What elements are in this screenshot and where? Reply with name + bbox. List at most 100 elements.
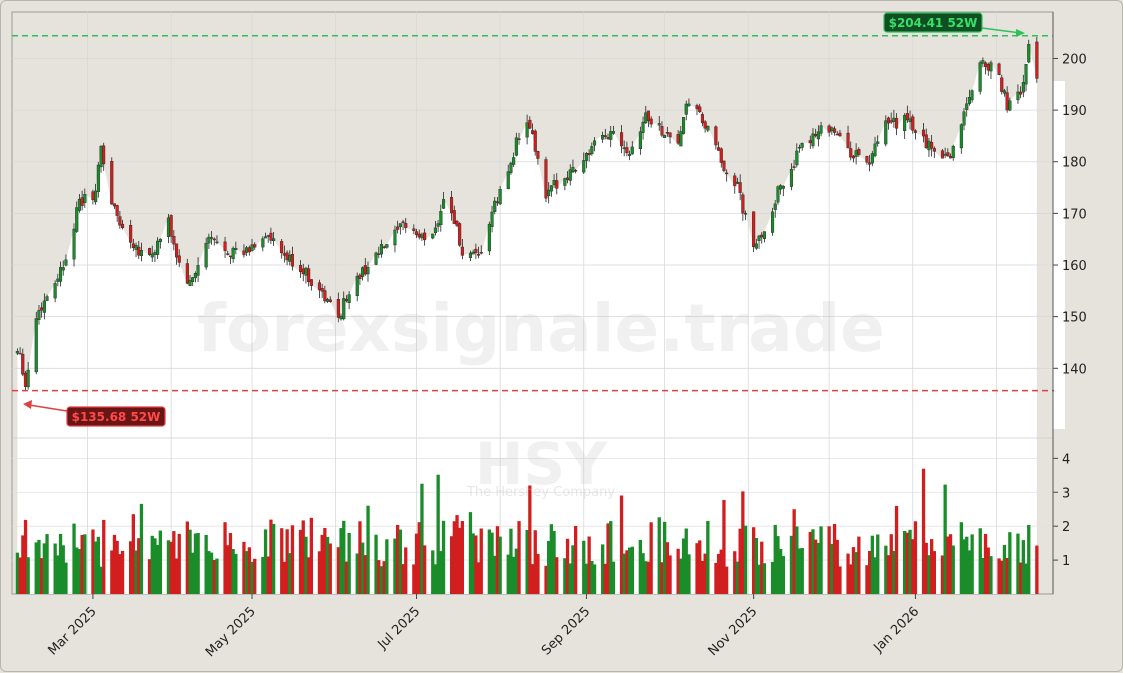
candle-body	[361, 267, 365, 277]
candle-body	[56, 278, 60, 282]
volume-bar	[930, 539, 934, 594]
candle-body	[854, 150, 858, 157]
candle-body	[209, 237, 214, 239]
volume-bar	[301, 520, 305, 594]
candle-body	[1019, 91, 1023, 95]
candle-body	[870, 153, 874, 164]
volume-bar	[280, 528, 284, 594]
candle-body	[147, 248, 152, 256]
volume-bar	[498, 536, 502, 594]
candle-body	[719, 148, 723, 163]
price-tick-label: 180	[1062, 156, 1087, 171]
candle-body	[962, 111, 966, 126]
candle-body	[91, 191, 95, 200]
volume-bar	[134, 550, 138, 594]
candle-body	[234, 248, 238, 250]
volume-bar	[382, 561, 386, 594]
volume-bar	[53, 543, 57, 594]
volume-bar	[458, 527, 462, 594]
volume-bar	[317, 551, 322, 594]
volume-bar	[660, 562, 664, 594]
volume-bar	[997, 558, 1001, 594]
candle-body	[895, 118, 899, 129]
candle-body	[196, 265, 200, 276]
volume-bar	[628, 547, 632, 594]
volume-bar	[26, 557, 30, 594]
volume-bar	[441, 520, 446, 594]
candle-body	[922, 129, 926, 137]
volume-bar	[309, 517, 313, 594]
volume-bar	[517, 521, 521, 594]
volume-bar	[431, 550, 435, 594]
volume-bar	[792, 509, 796, 594]
candle-body	[153, 252, 157, 255]
candle-body	[420, 234, 424, 239]
candle-body	[77, 198, 81, 211]
volume-bar	[525, 530, 529, 594]
volume-bar	[34, 542, 38, 594]
candle-body	[695, 105, 699, 110]
volume-bar	[927, 555, 931, 594]
candle-body	[514, 137, 518, 156]
volume-bar	[679, 558, 683, 594]
volume-bar	[622, 553, 626, 594]
volume-bar	[339, 528, 343, 594]
volume-bar	[393, 538, 397, 594]
candle-body	[932, 148, 936, 152]
watermark-text: forexsignale.trade	[197, 290, 885, 367]
candle-body	[169, 215, 173, 237]
candle-body	[566, 177, 570, 180]
candle-body	[40, 307, 44, 311]
candle-body	[366, 267, 370, 275]
candle-body	[83, 193, 87, 203]
candle-body	[625, 147, 629, 154]
candle-body	[110, 161, 114, 205]
candle-body	[601, 134, 605, 140]
candle-body	[377, 253, 381, 255]
volume-bar	[663, 521, 667, 594]
candle-body	[865, 156, 869, 163]
low-label: $135.68 52W	[72, 410, 161, 424]
volume-bar	[948, 534, 953, 594]
volume-bar	[849, 564, 853, 594]
volume-bar	[139, 503, 144, 594]
volume-bar	[814, 539, 818, 594]
price-tick-label: 170	[1062, 207, 1087, 222]
volume-bar	[118, 554, 122, 594]
volume-bar	[889, 534, 893, 594]
candle-body	[309, 279, 313, 286]
volume-bar	[476, 562, 481, 594]
candle-body	[398, 223, 402, 228]
candle-body	[776, 186, 780, 203]
candle-body	[706, 125, 710, 131]
candle-body	[493, 200, 497, 213]
candle-body	[997, 63, 1001, 76]
volume-bar	[304, 536, 308, 594]
volume-bar	[681, 538, 686, 594]
candle-body	[374, 252, 378, 265]
volume-bar	[285, 529, 289, 594]
volume-bar	[649, 522, 653, 594]
candle-body	[75, 207, 79, 232]
volume-bar	[40, 558, 44, 594]
candle-body	[886, 117, 890, 124]
candle-body	[528, 119, 532, 129]
volume-bar	[450, 536, 454, 594]
candle-body	[833, 128, 837, 133]
volume-bar	[209, 552, 214, 594]
candle-body	[37, 310, 41, 320]
volume-bar	[611, 561, 616, 594]
volume-bar	[61, 545, 65, 594]
candle-body	[193, 273, 197, 279]
price-tick-label: 190	[1062, 104, 1087, 119]
candle-body	[212, 238, 216, 241]
volume-bar	[468, 512, 473, 594]
candle-body	[722, 160, 726, 171]
volume-bar	[150, 535, 154, 594]
high-label: $204.41 52W	[889, 16, 978, 30]
volume-bar	[374, 534, 378, 594]
volume-bar	[231, 549, 235, 594]
candle-body	[479, 252, 483, 254]
volume-bar	[797, 548, 802, 594]
